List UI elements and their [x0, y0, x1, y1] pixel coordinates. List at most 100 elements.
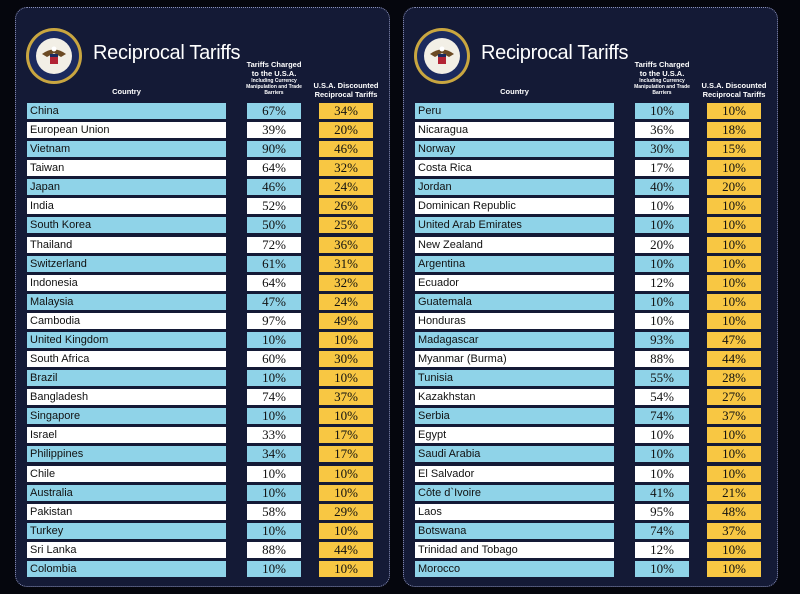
charged-header: Tariffs Charged to the U.S.A. Including C… — [242, 60, 306, 96]
discounted-cell: 46% — [319, 141, 373, 158]
charged-cell: 30% — [635, 141, 689, 158]
country-cell: Guatemala — [415, 293, 614, 310]
country-cell: Ecuador — [415, 274, 614, 291]
charged-cell: 54% — [635, 389, 689, 406]
country-cell: Vietnam — [27, 141, 226, 158]
discounted-cell: 37% — [707, 408, 761, 425]
charged-cell: 10% — [635, 255, 689, 272]
charged-cell: 88% — [247, 541, 301, 558]
charged-cell: 72% — [247, 236, 301, 253]
country-cell: Singapore — [27, 408, 226, 425]
discounted-cell: 48% — [707, 503, 761, 520]
discounted-cell: 10% — [707, 293, 761, 310]
country-cell: Argentina — [415, 255, 614, 272]
charged-cell: 10% — [635, 198, 689, 215]
discounted-cell: 30% — [319, 351, 373, 368]
charged-cell: 10% — [635, 427, 689, 444]
charged-cell: 12% — [635, 274, 689, 291]
country-cell: European Union — [27, 122, 226, 139]
discounted-cell: 21% — [707, 484, 761, 501]
country-cell: Taiwan — [27, 160, 226, 177]
charged-cell: 10% — [247, 370, 301, 387]
charged-cell: 10% — [635, 217, 689, 234]
charged-cell: 10% — [247, 522, 301, 539]
country-cell: Peru — [415, 103, 614, 119]
charged-cell: 64% — [247, 160, 301, 177]
discounted-cell: 10% — [319, 331, 373, 348]
country-cell: Thailand — [27, 236, 226, 253]
country-cell: Brazil — [27, 370, 226, 387]
seal — [414, 28, 470, 84]
charged-cell: 10% — [247, 560, 301, 577]
country-cell: Switzerland — [27, 255, 226, 272]
discounted-cell: 47% — [707, 331, 761, 348]
country-cell: New Zealand — [415, 236, 614, 253]
country-cell: Côte d`Ivoire — [415, 484, 614, 501]
charged-cell: 10% — [635, 560, 689, 577]
country-cell: Norway — [415, 141, 614, 158]
charged-cell: 10% — [635, 312, 689, 329]
charged-cell: 97% — [247, 312, 301, 329]
charged-cell: 95% — [635, 503, 689, 520]
charged-header: Tariffs Charged to the U.S.A. Including C… — [630, 60, 694, 96]
discounted-cell: 10% — [707, 198, 761, 215]
country-cell: Chile — [27, 465, 226, 482]
discounted-cell: 37% — [319, 389, 373, 406]
discounted-cell: 10% — [707, 103, 761, 119]
discounted-cell: 10% — [707, 427, 761, 444]
charged-cell: 74% — [247, 389, 301, 406]
discounted-cell: 10% — [707, 274, 761, 291]
country-cell: South Africa — [27, 351, 226, 368]
country-cell: Pakistan — [27, 503, 226, 520]
charged-cell: 33% — [247, 427, 301, 444]
discounted-cell: 10% — [707, 541, 761, 558]
charged-cell: 10% — [247, 465, 301, 482]
country-cell: Egypt — [415, 427, 614, 444]
discounted-cell: 10% — [707, 236, 761, 253]
discounted-cell: 34% — [319, 103, 373, 119]
discounted-cell: 15% — [707, 141, 761, 158]
country-cell: Bangladesh — [27, 389, 226, 406]
country-cell: Malaysia — [27, 293, 226, 310]
country-cell: Sri Lanka — [27, 541, 226, 558]
country-cell: Myanmar (Burma) — [415, 351, 614, 368]
country-cell: India — [27, 198, 226, 215]
charged-cell: 46% — [247, 179, 301, 196]
charged-cell: 50% — [247, 217, 301, 234]
discounted-cell: 10% — [707, 217, 761, 234]
discounted-cell: 49% — [319, 312, 373, 329]
country-cell: Tunisia — [415, 370, 614, 387]
charged-cell: 20% — [635, 236, 689, 253]
charged-cell: 10% — [635, 103, 689, 119]
discounted-cell: 18% — [707, 122, 761, 139]
charged-cell: 55% — [635, 370, 689, 387]
discounted-cell: 10% — [707, 446, 761, 463]
discounted-cell: 17% — [319, 446, 373, 463]
charged-cell: 10% — [635, 293, 689, 310]
discounted-cell: 10% — [707, 160, 761, 177]
discounted-header: U.S.A. Discounted Reciprocal Tariffs — [313, 81, 379, 99]
country-cell: Kazakhstan — [415, 389, 614, 406]
charged-cell: 61% — [247, 255, 301, 272]
country-cell: Costa Rica — [415, 160, 614, 177]
charged-cell: 93% — [635, 331, 689, 348]
country-cell: Jordan — [415, 179, 614, 196]
country-header: Country — [112, 87, 141, 96]
panel: Reciprocal Tariffs Country Tariffs Charged… — [403, 7, 778, 587]
discounted-cell: 25% — [319, 217, 373, 234]
charged-cell: 74% — [635, 522, 689, 539]
discounted-cell: 44% — [707, 351, 761, 368]
country-cell: Japan — [27, 179, 226, 196]
country-cell: Dominican Republic — [415, 198, 614, 215]
discounted-cell: 10% — [707, 255, 761, 272]
panel-title: Reciprocal Tariffs — [93, 42, 241, 64]
seal — [26, 28, 82, 84]
charged-cell: 10% — [247, 484, 301, 501]
discounted-cell: 10% — [319, 465, 373, 482]
charged-cell: 47% — [247, 293, 301, 310]
charged-cell: 10% — [247, 331, 301, 348]
discounted-cell: 29% — [319, 503, 373, 520]
charged-cell: 52% — [247, 198, 301, 215]
discounted-header: U.S.A. Discounted Reciprocal Tariffs — [701, 81, 767, 99]
discounted-cell: 44% — [319, 541, 373, 558]
